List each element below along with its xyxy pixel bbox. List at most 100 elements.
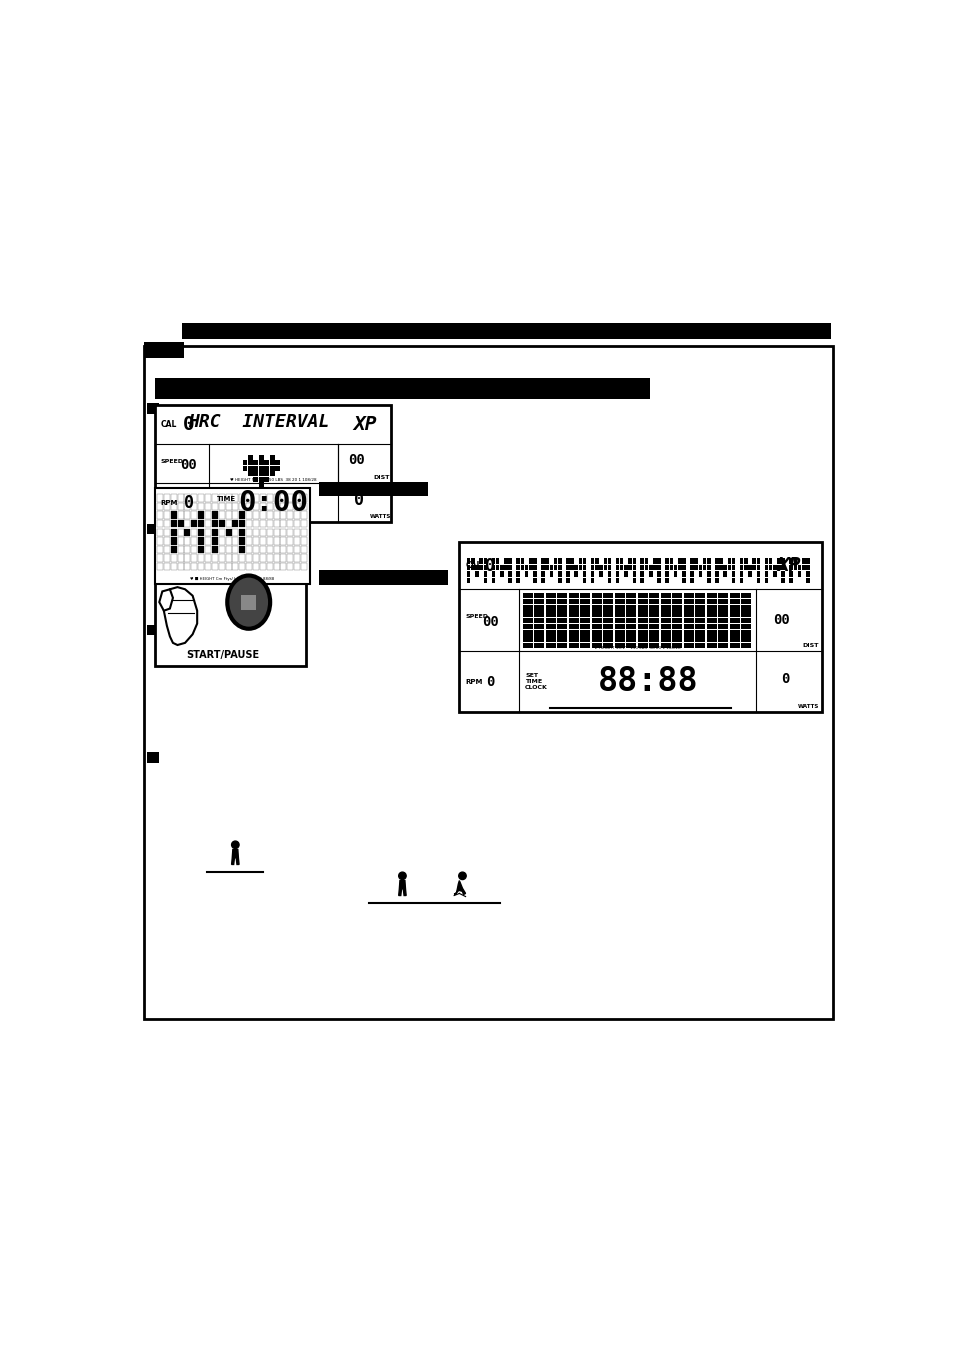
Bar (747, 564, 751, 571)
Bar (533, 564, 537, 571)
Bar (491, 558, 495, 564)
Bar (218, 563, 225, 571)
Text: ♥ ■ HEIGHT Cm Ftys/ bbs bse  2080 88/88: ♥ ■ HEIGHT Cm Ftys/ bbs bse 2080 88/88 (190, 576, 274, 580)
Bar (625, 611, 636, 616)
Bar (198, 519, 204, 527)
Bar (639, 577, 643, 583)
Bar (615, 558, 618, 564)
Bar (225, 529, 232, 536)
Bar (522, 625, 533, 630)
Bar (672, 618, 681, 623)
Bar (625, 618, 636, 623)
Bar (689, 558, 693, 564)
Bar (253, 519, 258, 527)
Bar (756, 564, 760, 571)
Bar (706, 558, 710, 564)
Bar (248, 455, 253, 460)
Bar (212, 529, 217, 536)
Bar (740, 606, 751, 611)
Bar (516, 564, 519, 571)
Bar (225, 554, 232, 561)
Bar (722, 564, 726, 571)
Bar (198, 529, 204, 536)
Bar (184, 537, 191, 545)
Bar (239, 511, 245, 519)
Bar (164, 519, 170, 527)
Bar (591, 618, 601, 623)
Bar (258, 471, 263, 476)
Text: TIME: TIME (216, 496, 235, 502)
Bar (598, 571, 602, 576)
Bar (534, 618, 544, 623)
Bar (479, 558, 482, 564)
Bar (591, 625, 601, 630)
Bar (198, 563, 204, 571)
Bar (171, 511, 176, 519)
Bar (714, 577, 718, 583)
Bar (695, 611, 704, 616)
Bar (672, 642, 681, 648)
Bar (706, 606, 716, 611)
Text: RPM: RPM (160, 499, 178, 506)
Bar (205, 519, 211, 527)
Ellipse shape (227, 576, 270, 629)
Bar (287, 545, 293, 553)
Text: XP: XP (353, 415, 376, 434)
Circle shape (232, 840, 239, 849)
Bar (540, 577, 544, 583)
Bar (225, 537, 232, 545)
Bar (212, 537, 217, 545)
Bar (568, 642, 578, 648)
Bar (264, 471, 269, 476)
Bar (259, 545, 266, 553)
Bar (565, 577, 569, 583)
Bar (660, 611, 670, 616)
Bar (683, 630, 693, 635)
Bar (239, 503, 245, 510)
Bar (287, 519, 293, 527)
Bar (171, 519, 176, 527)
Text: CLOCK: CLOCK (524, 685, 547, 691)
Bar (805, 577, 809, 583)
Bar (294, 529, 300, 536)
Bar (660, 592, 670, 598)
Polygon shape (232, 850, 239, 865)
Bar (267, 554, 273, 561)
Bar (212, 503, 217, 510)
Bar (660, 630, 670, 635)
Bar (727, 564, 730, 571)
Bar (529, 564, 532, 571)
Bar (718, 611, 727, 616)
Bar (672, 611, 681, 616)
Bar (471, 564, 474, 571)
Bar (706, 577, 710, 583)
Bar (533, 577, 537, 583)
Bar (253, 511, 258, 519)
Bar (534, 592, 544, 598)
Bar (239, 545, 245, 553)
Bar (557, 637, 567, 642)
Bar (638, 630, 647, 635)
Text: START/PAUSE: START/PAUSE (186, 650, 259, 660)
Text: 0: 0 (184, 494, 193, 511)
Bar (294, 494, 300, 502)
Bar (239, 537, 245, 545)
Bar (615, 564, 618, 571)
Bar (607, 564, 611, 571)
Bar (672, 592, 681, 598)
Bar (246, 545, 252, 553)
Bar (743, 564, 747, 571)
Bar (274, 503, 279, 510)
Bar (719, 558, 722, 564)
Bar (578, 564, 581, 571)
Bar (660, 625, 670, 630)
Bar (212, 529, 217, 536)
Bar (496, 558, 498, 564)
Bar (270, 460, 274, 465)
Bar (689, 577, 693, 583)
Bar (212, 519, 217, 527)
Bar (740, 625, 751, 630)
Bar (294, 511, 300, 519)
Bar (534, 606, 544, 611)
Bar (147, 625, 159, 635)
